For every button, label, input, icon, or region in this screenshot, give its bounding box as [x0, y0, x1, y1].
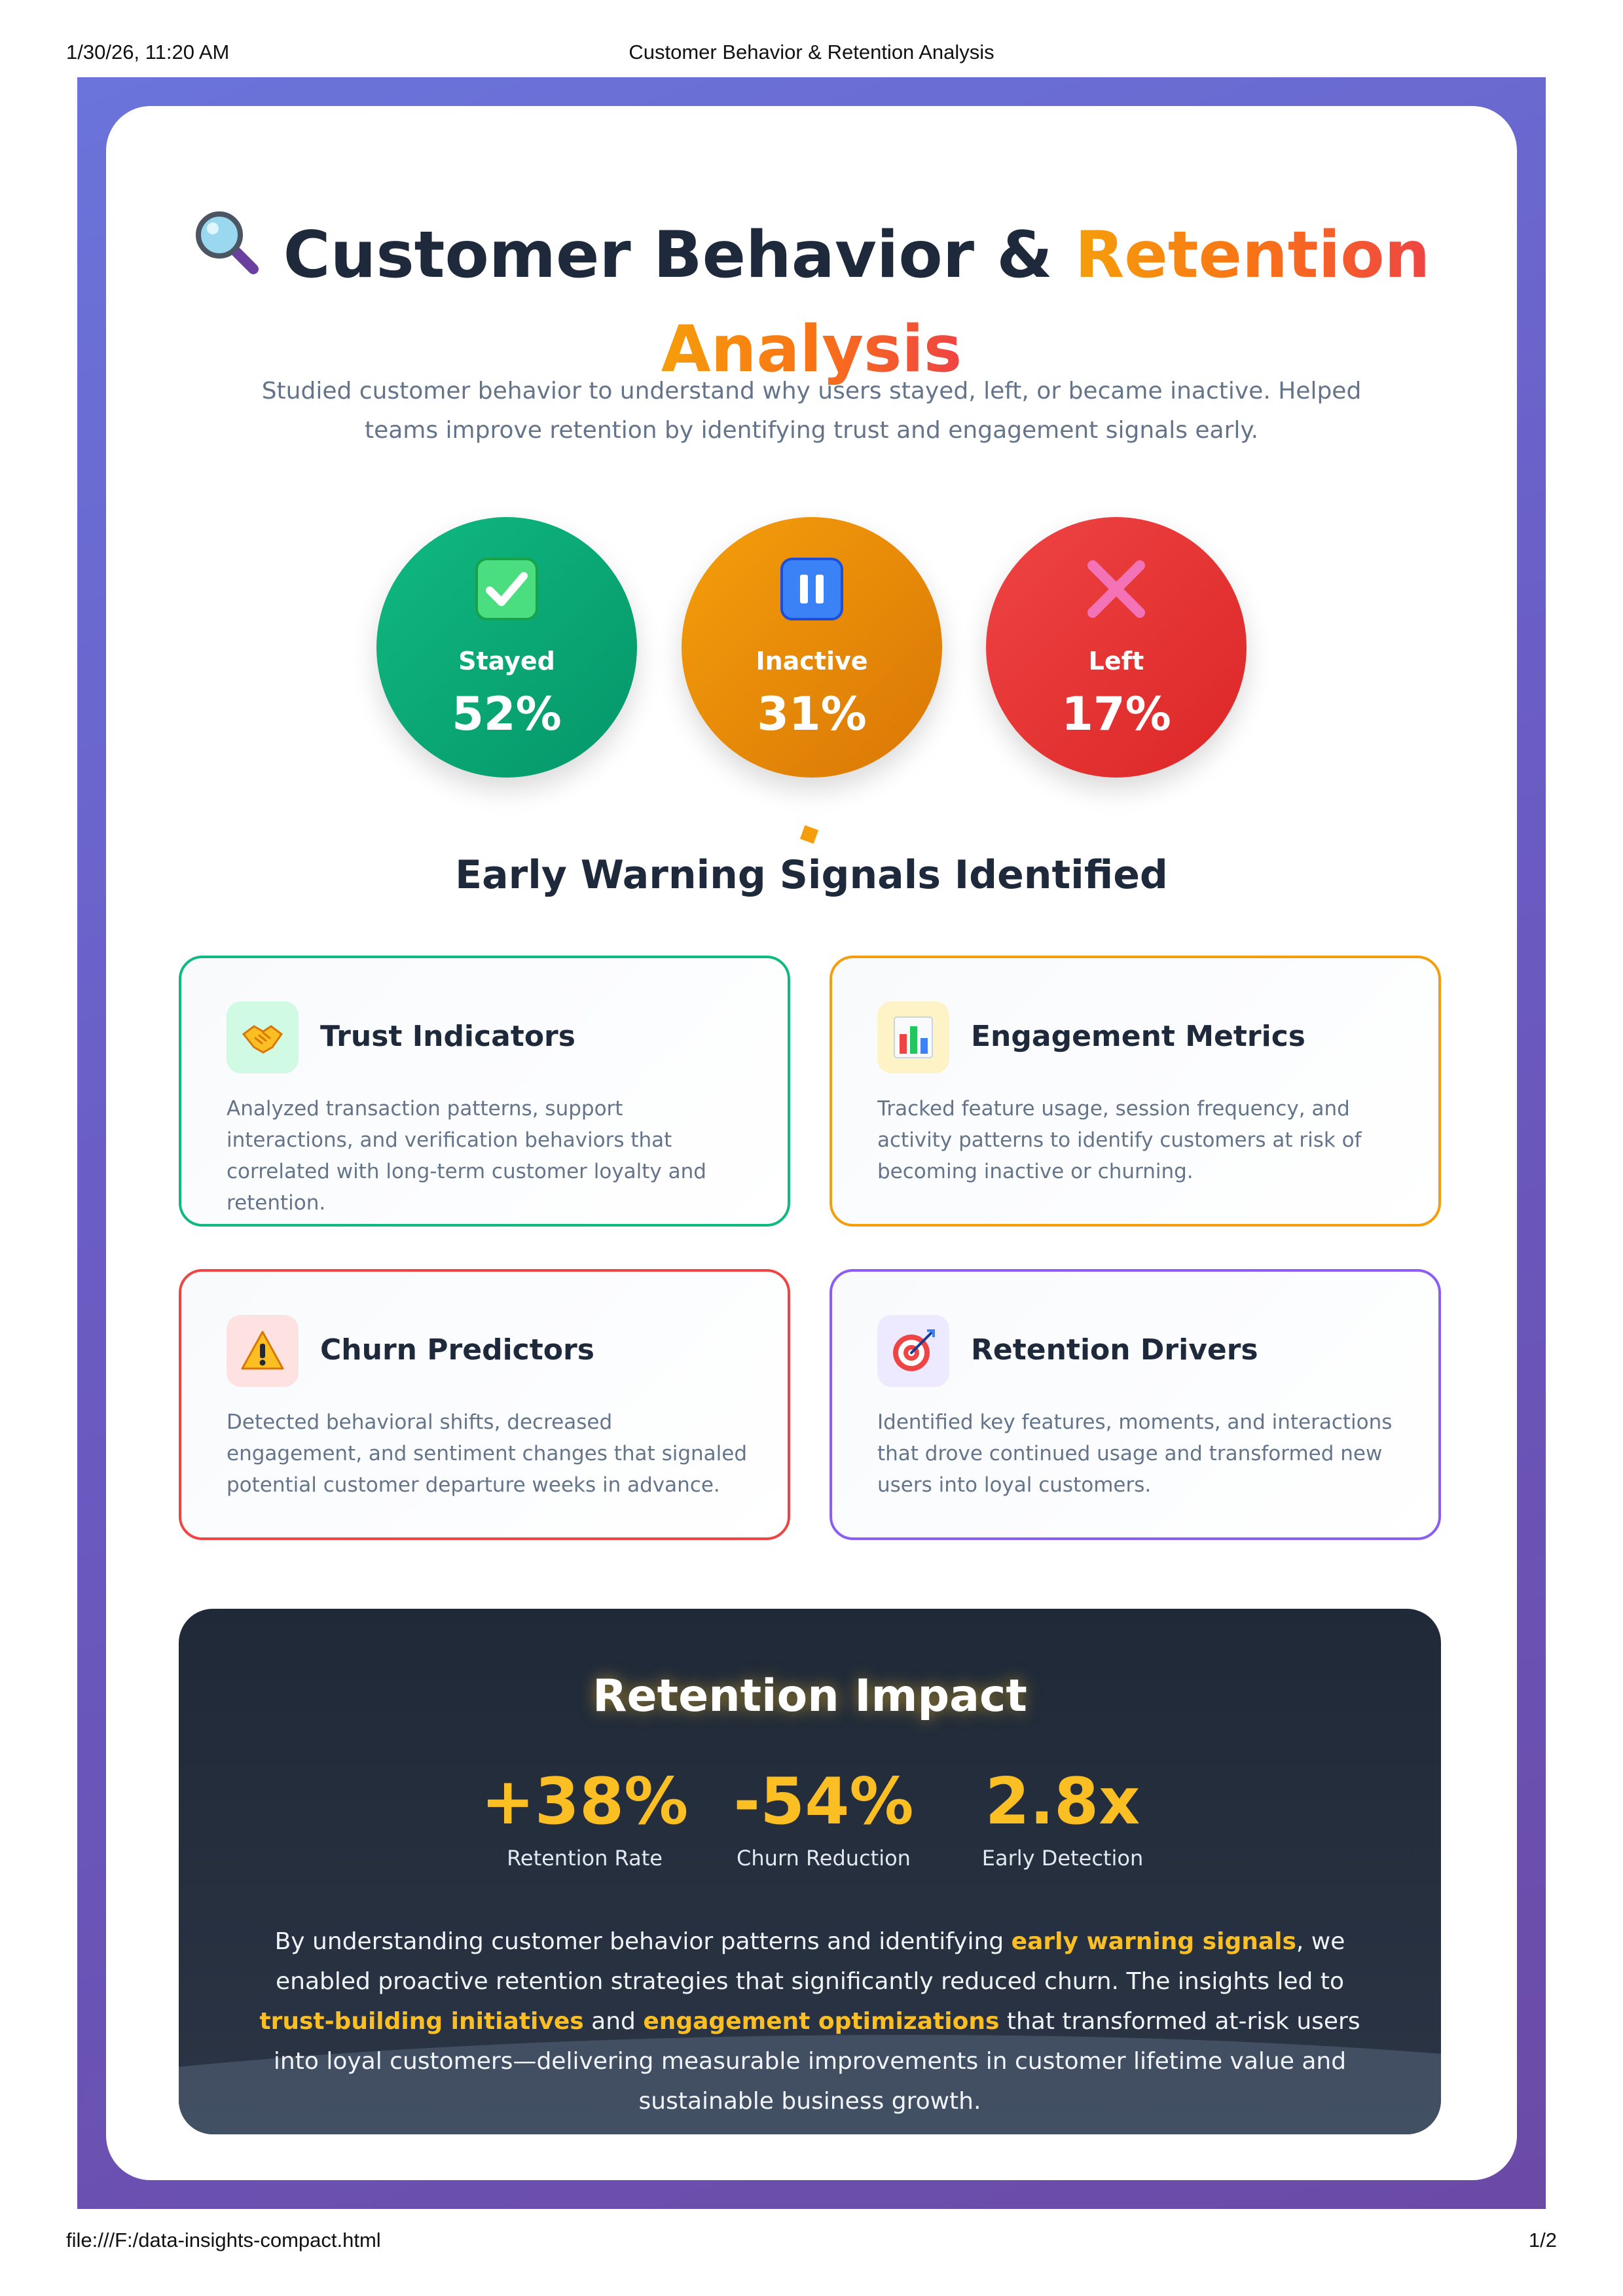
impact-text-part: that transformed at-risk users into loya… [273, 2008, 1360, 2115]
signal-card-engagement: Engagement Metrics Tracked feature usage… [830, 956, 1441, 1227]
icon-tile [877, 1315, 949, 1387]
signal-title: Engagement Metrics [971, 1020, 1305, 1053]
impact-metric: -54% Churn Reduction [716, 1766, 932, 1871]
impact-panel: Retention Impact +38% Retention Rate -54… [179, 1609, 1441, 2134]
page-background: Customer Behavior & Retention Analysis S… [77, 77, 1546, 2209]
signal-title: Trust Indicators [320, 1020, 575, 1053]
print-footer: file:///F:/data-insights-compact.html 1/… [0, 2229, 1623, 2255]
title-main: Customer Behavior & [283, 218, 1075, 293]
print-file-path: file:///F:/data-insights-compact.html [66, 2229, 381, 2251]
impact-text-part: and [583, 2008, 644, 2035]
outcome-value: 17% [1061, 687, 1171, 741]
outcome-label: Stayed [458, 647, 555, 675]
outcome-inactive: Inactive 31% [682, 517, 942, 778]
decorative-wave [179, 2035, 1441, 2134]
outcome-label: Left [1088, 647, 1144, 675]
signal-description: Detected behavioral shifts, decreased en… [227, 1410, 748, 1497]
icon-tile [877, 1001, 949, 1073]
check-mark-icon [475, 558, 538, 620]
signal-description: Analyzed transaction patterns, support i… [227, 1097, 706, 1215]
page-title: Customer Behavior & Retention Analysis [106, 211, 1517, 394]
pause-icon [780, 558, 843, 620]
outcome-value: 31% [757, 687, 867, 741]
outcome-left: Left 17% [986, 517, 1247, 778]
signals-section-title: Early Warning Signals Identified [455, 852, 1168, 898]
metric-value: +38% [481, 1765, 689, 1839]
signal-description: Tracked feature usage, session frequency… [877, 1097, 1362, 1183]
outcome-value: 52% [452, 687, 562, 741]
print-header: 1/30/26, 11:20 AM Customer Behavior & Re… [0, 41, 1623, 67]
signal-card-retention: Retention Drivers Identified key feature… [830, 1269, 1441, 1540]
metric-label: Retention Rate [507, 1846, 663, 1871]
print-datetime: 1/30/26, 11:20 AM [66, 41, 230, 63]
title-accent-retention: Retention [1074, 218, 1431, 293]
print-page-number: 1/2 [1528, 2229, 1557, 2251]
metric-value: 2.8x [985, 1765, 1140, 1839]
signal-title: Retention Drivers [971, 1333, 1258, 1367]
impact-highlight: engagement optimizations [643, 2008, 1000, 2035]
outcome-stayed: Stayed 52% [376, 517, 637, 778]
metric-value: -54% [733, 1765, 914, 1839]
signal-card-churn: Churn Predictors Detected behavioral shi… [179, 1269, 790, 1540]
signal-card-trust: Trust Indicators Analyzed transaction pa… [179, 956, 790, 1227]
cross-mark-icon [1087, 560, 1145, 618]
impact-metric: 2.8x Early Detection [964, 1766, 1161, 1871]
section-divider-dot [799, 825, 819, 844]
page-subtitle: Studied customer behavior to understand … [261, 378, 1362, 444]
impact-summary: By understanding customer behavior patte… [252, 1922, 1368, 2121]
metric-label: Churn Reduction [737, 1846, 911, 1871]
icon-tile [227, 1001, 299, 1073]
title-accent-analysis: Analysis [661, 312, 962, 387]
impact-highlight: trust-building initiatives [259, 2008, 584, 2035]
impact-metric: +38% Retention Rate [480, 1766, 689, 1871]
impact-title: Retention Impact [593, 1670, 1027, 1722]
content-card: Customer Behavior & Retention Analysis S… [106, 106, 1517, 2180]
handshake-icon [242, 1025, 283, 1054]
signal-title: Churn Predictors [320, 1333, 594, 1367]
outcome-label: Inactive [756, 647, 868, 675]
signal-description: Identified key features, moments, and in… [877, 1410, 1393, 1497]
impact-text-part: By understanding customer behavior patte… [274, 1928, 1012, 1955]
magnifying-glass-icon [193, 209, 261, 300]
bar-chart-icon [894, 1016, 933, 1058]
metric-label: Early Detection [981, 1846, 1144, 1871]
icon-tile [227, 1315, 299, 1387]
impact-highlight: early warning signals [1011, 1928, 1296, 1955]
warning-icon [241, 1331, 284, 1370]
print-doc-title: Customer Behavior & Retention Analysis [629, 41, 994, 63]
impact-text-part: , we enabled proactive retention strateg… [275, 1928, 1345, 1995]
target-icon [893, 1329, 935, 1371]
